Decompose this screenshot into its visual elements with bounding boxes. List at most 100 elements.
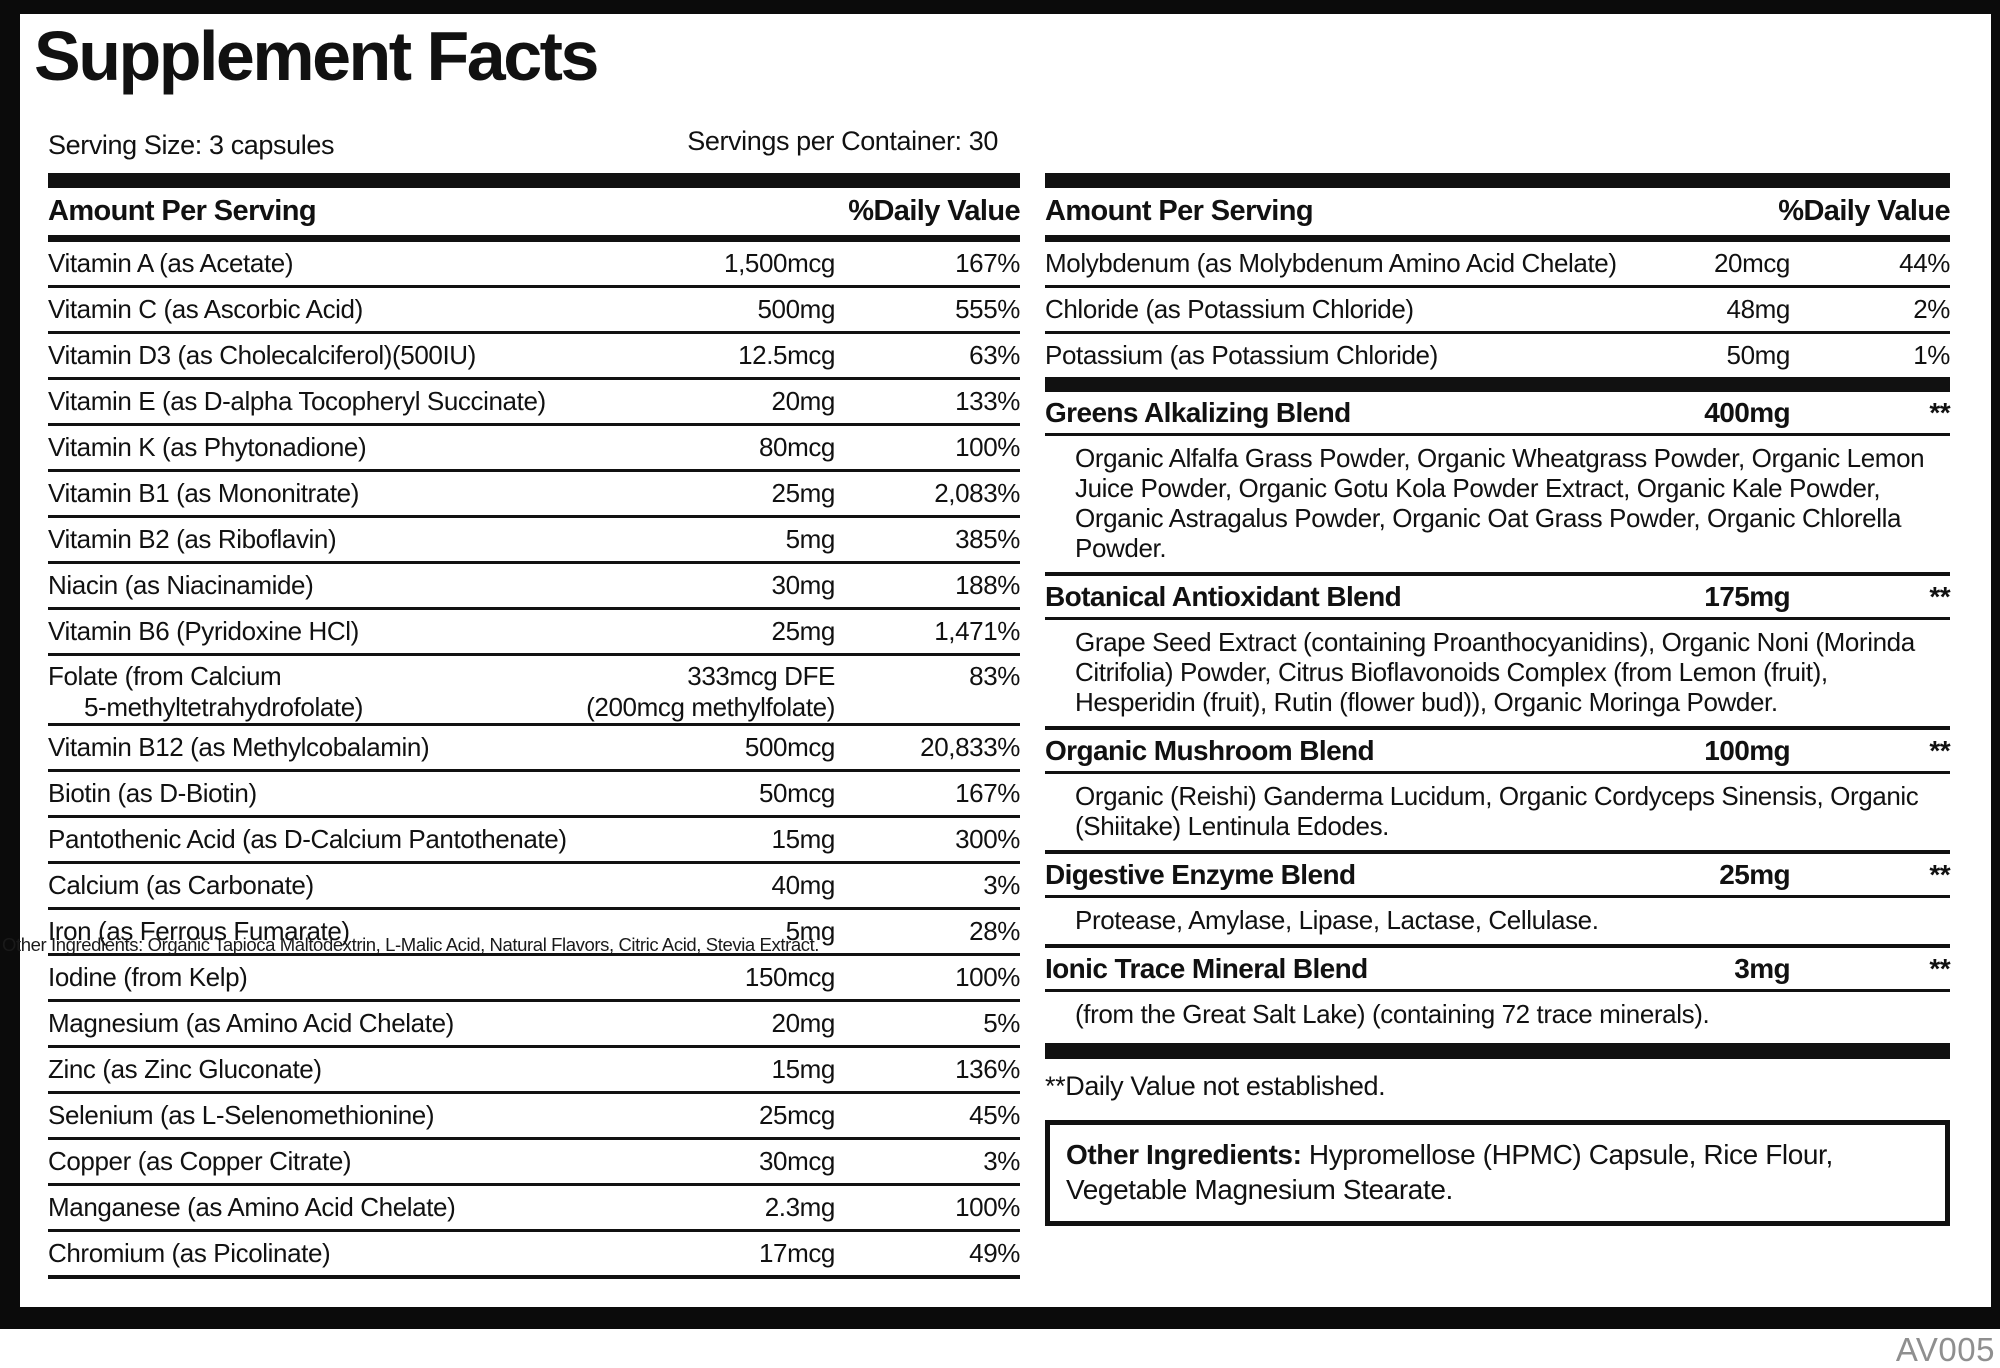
table-row: Vitamin B12 (as Methylcobalamin) 500mcg 20… [48, 726, 1020, 772]
nutrient-name: Pantothenic Acid (as D-Calcium Pantothen… [48, 824, 567, 854]
nutrient-name: Biotin (as D-Biotin) [48, 778, 257, 808]
nutrient-amount-line2: (200mcg methylfolate) [586, 692, 835, 722]
right-nutrient-table: Amount Per Serving %Daily Value Molybden… [1045, 173, 1951, 1226]
blend-daily-value: ** [1929, 581, 1950, 612]
other-ingredients-text: Hypromellose (HPMC) Capsule, Rice Flour,… [1066, 1139, 1833, 1205]
frame-left-bar [0, 0, 20, 1329]
left-header-daily-value: %Daily Value [848, 195, 1020, 227]
table-row: Chloride (as Potassium Chloride) 48mg 2% [1045, 288, 1950, 334]
table-row: Vitamin B6 (Pyridoxine HCl) 25mg 1,471% [48, 610, 1020, 656]
nutrient-amount: 500mg [757, 294, 836, 324]
nutrient-daily-value: 3% [983, 1146, 1020, 1176]
right-table-header-rule [1045, 235, 1950, 242]
table-row: Calcium (as Carbonate) 40mg 3% [48, 864, 1020, 910]
nutrient-amount-line1: 333mcg DFE [687, 661, 835, 691]
nutrient-daily-value: 63% [969, 340, 1020, 370]
right-table-header: Amount Per Serving %Daily Value [1045, 188, 1951, 235]
nutrient-amount: 20mg [771, 1008, 836, 1038]
nutrient-amount: 333mcg DFE (200mcg methylfolate) [586, 661, 835, 723]
blend-section: Botanical Antioxidant Blend 175mg ** Grape … [1045, 576, 1951, 730]
blend-amount: 100mg [1704, 735, 1790, 766]
nutrient-name-line1: Folate (from Calcium [48, 661, 282, 691]
nutrient-amount: 15mg [771, 1054, 836, 1084]
right-table-top-rule [1045, 173, 1950, 188]
nutrient-amount: 5mg [785, 524, 836, 554]
daily-value-note: **Daily Value not established. [1045, 1071, 1386, 1101]
table-row: Vitamin B1 (as Mononitrate) 25mg 2,083% [48, 472, 1020, 518]
nutrient-amount: 15mg [771, 824, 836, 854]
nutrient-name: Vitamin B2 (as Riboflavin) [48, 524, 337, 554]
table-row: Vitamin D3 (as Cholecalciferol)(500IU) 12… [48, 334, 1020, 380]
blend-amount: 400mg [1704, 397, 1790, 428]
nutrient-daily-value: 1% [1913, 340, 1950, 370]
nutrient-name: Vitamin C (as Ascorbic Acid) [48, 294, 363, 324]
table-row: Iodine (from Kelp) 150mcg 100% [48, 956, 1020, 1002]
nutrient-daily-value: 49% [969, 1238, 1020, 1268]
nutrient-amount: 500mcg [744, 732, 836, 762]
other-ingredients-box: Other Ingredients: Hypromellose (HPMC) C… [1045, 1120, 1950, 1226]
blend-list: Greens Alkalizing Blend 400mg ** Organic Al… [1045, 392, 1951, 1038]
nutrient-name: Molybdenum (as Molybdenum Amino Acid Che… [1045, 248, 1617, 278]
blend-header: Greens Alkalizing Blend 400mg ** [1045, 392, 1951, 436]
nutrient-daily-value: 133% [955, 386, 1020, 416]
blend-amount: 25mg [1719, 859, 1790, 890]
servings-per-container-text: Servings per Container: 30 [687, 126, 998, 156]
right-header-daily-value: %Daily Value [1778, 195, 1950, 227]
label-version-code: AV005 [1895, 1331, 1995, 1368]
nutrient-daily-value: 83% [969, 661, 1020, 691]
nutrient-daily-value: 44% [1899, 248, 1950, 278]
nutrient-daily-value: 300% [955, 824, 1020, 854]
nutrient-name: Iodine (from Kelp) [48, 962, 248, 992]
nutrient-amount: 30mcg [758, 1146, 835, 1176]
nutrient-amount: 5mg [785, 916, 836, 946]
table-row: Manganese (as Amino Acid Chelate) 2.3mg 10… [48, 1186, 1020, 1232]
nutrient-daily-value: 2,083% [934, 478, 1020, 508]
blend-name: Ionic Trace Mineral Blend [1045, 953, 1368, 984]
nutrient-daily-value: 28% [969, 916, 1020, 946]
blend-daily-value: ** [1929, 397, 1950, 428]
blend-section-top-rule [1045, 377, 1950, 392]
nutrient-amount: 50mcg [758, 778, 835, 808]
table-row: Vitamin A (as Acetate) 1,500mcg 167% [48, 242, 1020, 288]
page-title: Supplement Facts [34, 17, 599, 95]
blend-section: Organic Mushroom Blend 100mg ** Organic (Re… [1045, 730, 1951, 854]
blend-name: Greens Alkalizing Blend [1045, 397, 1351, 428]
nutrient-name: Vitamin B1 (as Mononitrate) [48, 478, 359, 508]
nutrient-daily-value: 167% [955, 778, 1020, 808]
blend-header: Ionic Trace Mineral Blend 3mg ** [1045, 948, 1951, 992]
nutrient-amount: 20mcg [1713, 248, 1790, 278]
blend-header: Digestive Enzyme Blend 25mg ** [1045, 854, 1951, 898]
nutrient-amount: 48mg [1726, 294, 1791, 324]
nutrient-amount: 1,500mcg [724, 248, 835, 278]
blend-ingredients: Organic Alfalfa Grass Powder, Organic Wh… [1045, 436, 1950, 576]
nutrient-name: Chloride (as Potassium Chloride) [1045, 294, 1414, 324]
nutrient-amount: 2.3mg [764, 1192, 836, 1222]
table-row: Biotin (as D-Biotin) 50mcg 167% [48, 772, 1020, 818]
table-row: Zinc (as Zinc Gluconate) 15mg 136% [48, 1048, 1020, 1094]
nutrient-name: Calcium (as Carbonate) [48, 870, 314, 900]
nutrient-name: Zinc (as Zinc Gluconate) [48, 1054, 322, 1084]
nutrient-daily-value: 100% [955, 1192, 1020, 1222]
table-row: Iron (as Ferrous Fumarate) 5mg 28% [48, 910, 1020, 956]
overprint-other-ingredients-artifact: Other Ingredients: Organic Tapioca Malto… [2, 934, 820, 955]
table-row: Molybdenum (as Molybdenum Amino Acid Che… [1045, 242, 1950, 288]
nutrient-name: Copper (as Copper Citrate) [48, 1146, 352, 1176]
blend-daily-value: ** [1929, 859, 1950, 890]
nutrient-amount: 25mcg [758, 1100, 835, 1130]
nutrient-daily-value: 1,471% [934, 616, 1020, 646]
table-row: Vitamin E (as D-alpha Tocopheryl Succina… [48, 380, 1020, 426]
nutrient-amount: 50mg [1726, 340, 1791, 370]
blend-section: Ionic Trace Mineral Blend 3mg ** (from the … [1045, 948, 1951, 1038]
table-row: Chromium (as Picolinate) 17mcg 49% [48, 1232, 1020, 1279]
nutrient-name: Vitamin E (as D-alpha Tocopheryl Succina… [48, 386, 546, 416]
table-row: Magnesium (as Amino Acid Chelate) 20mg 5% [48, 1002, 1020, 1048]
nutrient-daily-value: 100% [955, 432, 1020, 462]
nutrient-amount: 20mg [771, 386, 836, 416]
table-row: Copper (as Copper Citrate) 30mcg 3% [48, 1140, 1020, 1186]
nutrient-name: Manganese (as Amino Acid Chelate) [48, 1192, 456, 1222]
left-table-header: Amount Per Serving %Daily Value [48, 188, 1021, 235]
nutrient-daily-value: 188% [955, 570, 1020, 600]
table-row: Niacin (as Niacinamide) 30mg 188% [48, 564, 1020, 610]
blend-section: Digestive Enzyme Blend 25mg ** Protease, Am… [1045, 854, 1951, 948]
